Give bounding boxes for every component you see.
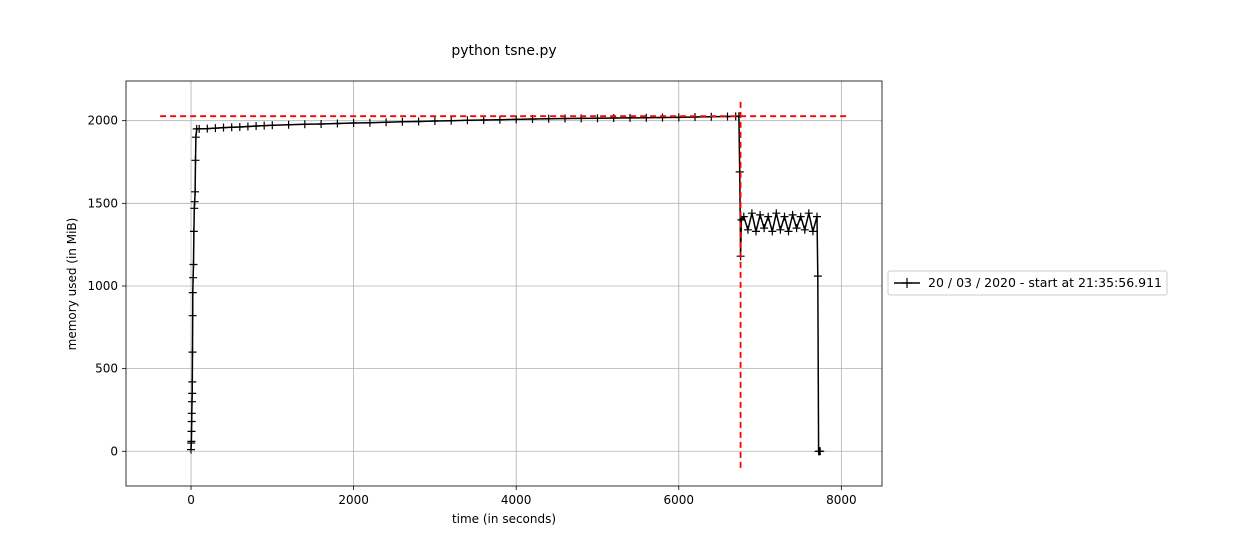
data-point [808, 227, 817, 236]
y-tick-label: 1500 [87, 196, 118, 210]
data-point [674, 113, 683, 122]
data-point [544, 114, 553, 123]
x-tick-label: 8000 [826, 493, 857, 507]
data-point [764, 212, 773, 221]
data-point [800, 225, 809, 234]
data-point [768, 227, 777, 236]
data-point [190, 197, 199, 206]
data-point [813, 272, 822, 281]
data-point [211, 124, 220, 133]
data-point [188, 311, 197, 320]
legend-label: 20 / 03 / 2020 - start at 21:35:56.911 [928, 275, 1162, 290]
data-point [796, 212, 805, 221]
data-point [776, 225, 785, 234]
y-tick-label: 2000 [87, 114, 118, 128]
legend-marker [902, 278, 912, 288]
data-point [512, 115, 521, 124]
data-point [317, 120, 326, 128]
data-point [235, 123, 244, 131]
data-point [268, 121, 277, 130]
series-line [190, 115, 821, 453]
data-point [756, 210, 765, 219]
data-point [188, 377, 197, 386]
data-point [816, 447, 825, 456]
x-axis-title: time (in seconds) [452, 512, 556, 526]
data-point [191, 187, 200, 196]
data-point [187, 417, 196, 426]
data-point [227, 123, 236, 132]
data-point [243, 122, 252, 131]
y-axis-title: memory used (in MiB) [65, 218, 79, 351]
data-point [187, 409, 196, 418]
data-point [189, 273, 198, 282]
data-point [747, 209, 756, 218]
data-point [463, 116, 472, 125]
data-point [252, 122, 261, 130]
data-point [188, 348, 197, 357]
data-point [784, 227, 793, 236]
data-point [479, 116, 488, 124]
data-point [772, 209, 781, 218]
x-tick-label: 4000 [501, 493, 532, 507]
data-point [743, 225, 752, 234]
data-point [260, 121, 269, 130]
x-tick-label: 6000 [664, 493, 695, 507]
data-point [188, 389, 197, 398]
chart-title: python tsne.py [451, 43, 556, 59]
grid-lines [126, 81, 882, 486]
axes-frame [125, 80, 883, 487]
y-tick-label: 1000 [87, 279, 118, 293]
data-point [191, 133, 200, 142]
data-point [189, 260, 198, 269]
data-point [187, 427, 196, 436]
data-point [593, 114, 602, 123]
data-point [788, 210, 797, 219]
data-point [188, 288, 197, 297]
data-point [195, 124, 204, 133]
axis-ticks: 0 2000 4000 6000 8000 0 500 1000 1500 2000 [87, 114, 856, 507]
y-tick-label: 0 [110, 444, 118, 458]
data-point [414, 117, 423, 126]
data-point [365, 118, 374, 127]
data-point [349, 119, 358, 127]
data-point [447, 116, 456, 125]
y-tick-label: 500 [95, 362, 118, 376]
data-point [284, 120, 293, 129]
data-point [658, 113, 667, 122]
legend: 20 / 03 / 2020 - start at 21:35:56.911 [887, 270, 1168, 296]
data-point [187, 437, 196, 446]
data-point [300, 120, 309, 129]
plot-area [160, 99, 850, 468]
data-point [398, 117, 407, 126]
data-point [191, 156, 200, 165]
data-point [642, 113, 651, 122]
data-point [430, 117, 439, 125]
data-point [792, 224, 801, 233]
data-point [626, 113, 634, 122]
data-point [188, 397, 196, 406]
data-point [189, 227, 198, 236]
legend-box [887, 270, 1168, 296]
data-point [804, 209, 813, 218]
data-point [813, 212, 821, 221]
data-point [203, 124, 212, 133]
data-point [495, 115, 504, 124]
x-tick-label: 0 [187, 493, 195, 507]
data-point [219, 123, 228, 132]
data-point [752, 227, 760, 236]
data-point [382, 118, 391, 127]
data-point [760, 224, 769, 233]
data-point [333, 119, 342, 128]
x-tick-label: 2000 [338, 493, 369, 507]
data-point [780, 212, 789, 221]
